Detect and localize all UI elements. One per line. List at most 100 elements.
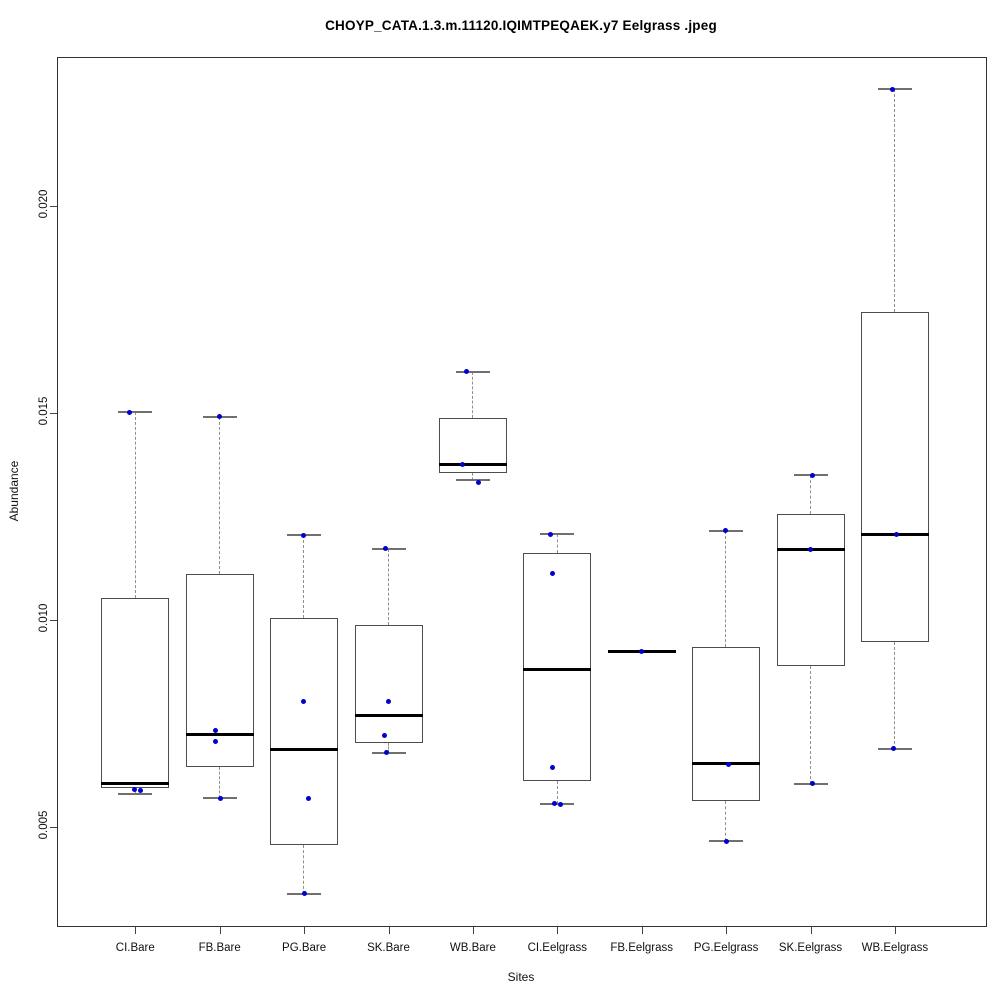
data-point bbox=[382, 732, 387, 738]
x-tick-label: PG.Eelgrass bbox=[693, 942, 759, 954]
median-line bbox=[354, 714, 423, 718]
x-axis-tick bbox=[557, 927, 559, 934]
data-point bbox=[808, 547, 813, 553]
x-tick-label: CI.Bare bbox=[115, 942, 155, 954]
y-tick-label: 0.010 bbox=[38, 603, 50, 633]
iqr-box bbox=[523, 553, 592, 782]
lower-whisker bbox=[303, 844, 305, 894]
lower-whisker-cap bbox=[455, 478, 490, 481]
upper-whisker-cap bbox=[540, 533, 575, 536]
data-point bbox=[301, 891, 307, 897]
upper-whisker bbox=[218, 416, 220, 574]
data-point bbox=[557, 802, 563, 808]
data-point bbox=[137, 788, 143, 794]
x-axis-tick bbox=[894, 927, 896, 934]
data-point bbox=[890, 86, 896, 92]
data-point bbox=[810, 472, 815, 478]
x-tick-label: WB.Bare bbox=[449, 942, 496, 954]
lower-whisker-cap bbox=[540, 802, 575, 805]
upper-whisker-cap bbox=[118, 411, 153, 414]
upper-whisker bbox=[556, 534, 558, 554]
data-point bbox=[126, 409, 132, 415]
lower-whisker bbox=[387, 743, 389, 753]
data-point bbox=[305, 795, 311, 801]
x-axis-tick bbox=[219, 927, 221, 934]
median-line bbox=[523, 667, 592, 671]
x-tick-label: FB.Bare bbox=[198, 942, 241, 954]
x-tick-label: CI.Eelgrass bbox=[527, 942, 588, 954]
data-point bbox=[551, 800, 557, 806]
lower-whisker bbox=[809, 665, 811, 784]
data-point bbox=[725, 761, 731, 767]
plot-area: 0.005 0.010 0.015 0.020 CI.Bare FB.Bare PG.Bar… bbox=[38, 57, 987, 954]
upper-whisker bbox=[725, 530, 727, 648]
median-line bbox=[438, 462, 507, 466]
data-point bbox=[723, 838, 729, 844]
upper-whisker bbox=[894, 89, 896, 313]
iqr-box bbox=[860, 312, 929, 643]
data-point bbox=[300, 532, 306, 538]
x-tick-label: PG.Bare bbox=[282, 942, 327, 954]
y-axis-tick bbox=[50, 205, 57, 207]
lower-whisker-cap bbox=[118, 793, 153, 796]
data-point bbox=[549, 764, 555, 770]
data-point bbox=[383, 546, 388, 552]
upper-whisker-cap bbox=[371, 547, 406, 550]
x-axis-tick bbox=[135, 927, 137, 934]
iqr-box bbox=[776, 513, 845, 666]
upper-whisker bbox=[472, 371, 474, 419]
data-point bbox=[549, 571, 555, 577]
data-point bbox=[894, 531, 900, 537]
lower-whisker bbox=[725, 801, 727, 842]
iqr-box bbox=[692, 647, 761, 802]
data-point bbox=[386, 698, 391, 704]
y-axis-tick bbox=[50, 412, 57, 414]
data-point bbox=[722, 528, 728, 533]
x-axis-title: Sites bbox=[507, 970, 535, 984]
upper-whisker bbox=[387, 548, 389, 625]
iqr-box bbox=[185, 573, 254, 768]
data-point bbox=[217, 414, 223, 420]
data-point bbox=[547, 531, 553, 537]
data-point bbox=[213, 727, 219, 733]
data-point bbox=[464, 369, 470, 375]
upper-whisker bbox=[809, 475, 811, 514]
data-point bbox=[218, 795, 224, 801]
iqr-box bbox=[438, 418, 507, 474]
data-point bbox=[639, 648, 645, 654]
median-line bbox=[101, 782, 170, 786]
lower-whisker bbox=[556, 781, 558, 804]
y-axis-tick bbox=[50, 619, 57, 621]
lower-whisker bbox=[472, 473, 474, 480]
upper-whisker-cap bbox=[455, 370, 490, 373]
iqr-box bbox=[354, 624, 423, 744]
y-tick-label: 0.015 bbox=[38, 396, 50, 426]
lower-whisker bbox=[218, 767, 220, 799]
iqr-box bbox=[270, 618, 339, 845]
x-axis-tick bbox=[726, 927, 728, 934]
data-point bbox=[460, 461, 466, 467]
data-point bbox=[213, 738, 219, 744]
data-point bbox=[131, 786, 137, 792]
y-tick-label: 0.020 bbox=[38, 189, 50, 219]
x-axis-tick bbox=[472, 927, 474, 934]
x-axis-tick bbox=[388, 927, 390, 934]
upper-whisker bbox=[134, 412, 136, 599]
y-tick-label: 0.005 bbox=[38, 811, 50, 840]
y-axis-title: Abundance bbox=[7, 460, 21, 522]
iqr-box bbox=[101, 598, 170, 788]
lower-whisker bbox=[894, 642, 896, 749]
x-tick-label: SK.Eelgrass bbox=[778, 942, 843, 954]
data-point bbox=[300, 699, 306, 705]
x-tick-label: FB.Eelgrass bbox=[610, 942, 673, 954]
median-line bbox=[270, 748, 339, 752]
upper-whisker bbox=[303, 535, 305, 619]
median-line bbox=[185, 732, 254, 736]
x-axis-tick bbox=[810, 927, 812, 934]
data-point bbox=[384, 750, 389, 756]
y-axis-tick bbox=[50, 826, 57, 828]
data-point bbox=[476, 479, 482, 485]
data-point bbox=[810, 781, 815, 787]
data-point bbox=[891, 746, 897, 752]
